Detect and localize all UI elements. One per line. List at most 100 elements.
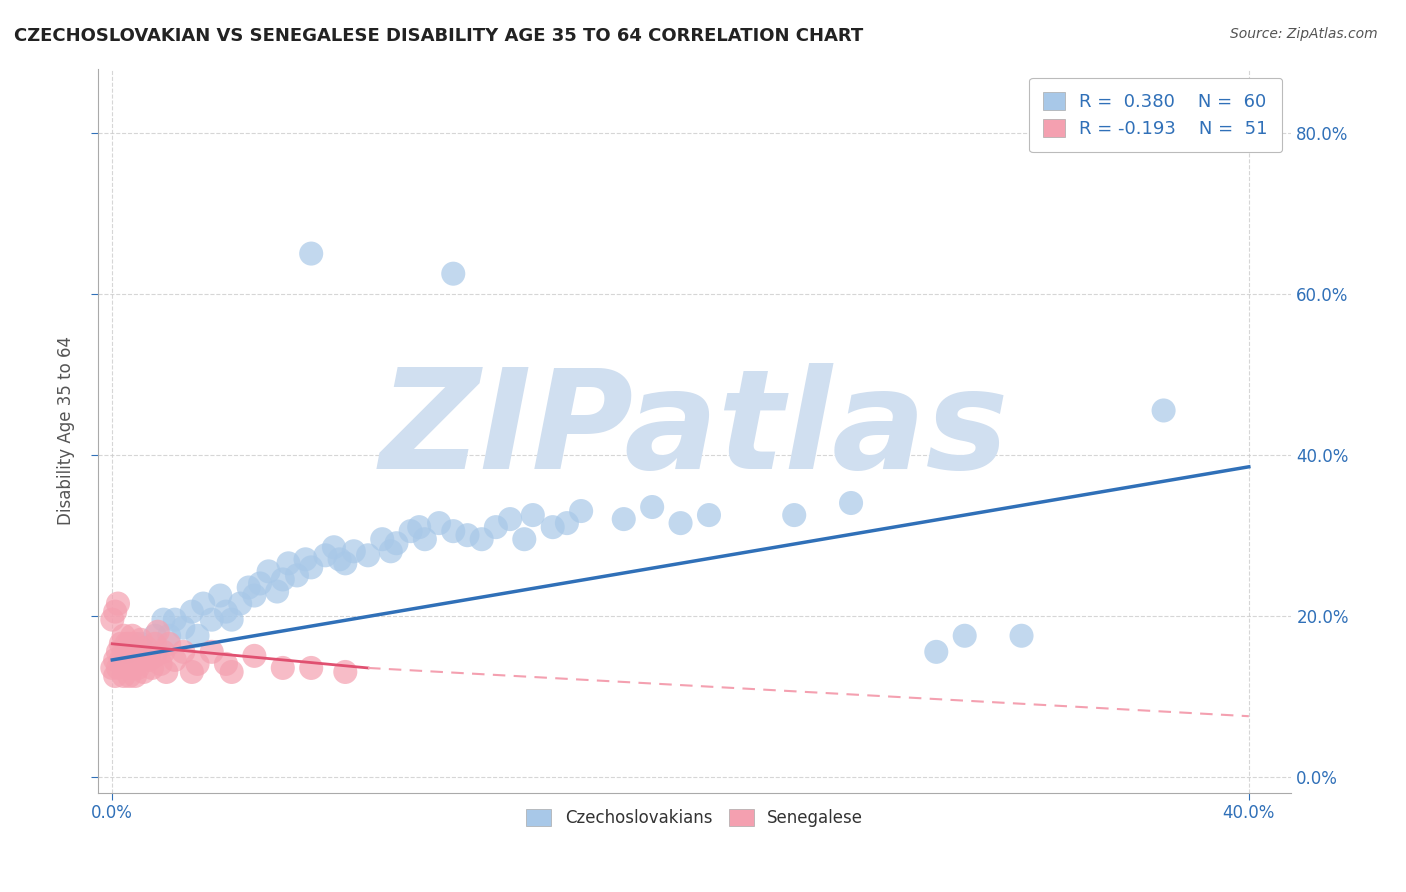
Text: Source: ZipAtlas.com: Source: ZipAtlas.com [1230,27,1378,41]
Point [408,520,430,534]
Point [343,544,366,558]
Point [357,549,380,563]
Point [163,613,186,627]
Point [243,589,266,603]
Point [121,645,143,659]
Point [201,613,224,627]
Point [209,589,232,603]
Point [427,516,450,530]
Point [697,508,720,522]
Point [187,629,209,643]
Point [314,549,336,563]
Point [215,657,238,671]
Point [613,512,636,526]
Point [215,605,238,619]
Point [110,653,132,667]
Point [499,512,522,526]
Point [132,665,155,679]
Point [299,560,322,574]
Point [118,637,141,651]
Point [110,637,132,651]
Y-axis label: Disability Age 35 to 64: Disability Age 35 to 64 [58,336,75,525]
Point [115,661,138,675]
Point [299,246,322,260]
Point [257,565,280,579]
Point [112,669,135,683]
Point [335,665,357,679]
Point [141,661,163,675]
Point [118,669,141,683]
Point [569,504,592,518]
Point [555,516,578,530]
Point [513,532,536,546]
Point [299,661,322,675]
Point [380,544,402,558]
Point [229,597,252,611]
Point [124,653,146,667]
Point [385,536,408,550]
Point [104,605,127,619]
Point [180,605,202,619]
Point [143,629,166,643]
Point [243,648,266,663]
Point [335,557,357,571]
Point [285,568,308,582]
Point [1153,403,1175,417]
Point [238,581,260,595]
Point [266,584,288,599]
Point [471,532,494,546]
Point [371,532,394,546]
Point [163,653,186,667]
Point [155,665,177,679]
Point [172,621,194,635]
Point [143,648,166,663]
Text: ZIPatlas: ZIPatlas [380,363,1010,498]
Point [193,597,215,611]
Point [124,637,146,651]
Point [180,665,202,679]
Point [271,573,294,587]
Point [129,637,152,651]
Point [118,653,141,667]
Point [112,645,135,659]
Point [138,653,160,667]
Point [641,500,664,514]
Point [839,496,862,510]
Point [104,669,127,683]
Point [101,613,124,627]
Point [323,541,346,555]
Point [135,640,157,655]
Point [669,516,692,530]
Point [107,597,129,611]
Point [187,657,209,671]
Point [104,653,127,667]
Point [271,661,294,675]
Point [107,661,129,675]
Point [152,613,174,627]
Point [522,508,544,522]
Point [201,645,224,659]
Point [112,629,135,643]
Point [172,645,194,659]
Text: CZECHOSLOVAKIAN VS SENEGALESE DISABILITY AGE 35 TO 64 CORRELATION CHART: CZECHOSLOVAKIAN VS SENEGALESE DISABILITY… [14,27,863,45]
Point [925,645,948,659]
Point [107,645,129,659]
Point [1011,629,1033,643]
Point [143,637,166,651]
Point [277,557,299,571]
Point [129,653,152,667]
Point [115,645,138,659]
Point [399,524,422,538]
Point [115,645,138,659]
Point [456,528,478,542]
Point [485,520,508,534]
Point [127,661,149,675]
Point [146,624,169,639]
Point [157,629,180,643]
Point [127,645,149,659]
Point [221,613,243,627]
Point [149,657,172,671]
Point [115,637,138,651]
Point [121,629,143,643]
Point [294,552,316,566]
